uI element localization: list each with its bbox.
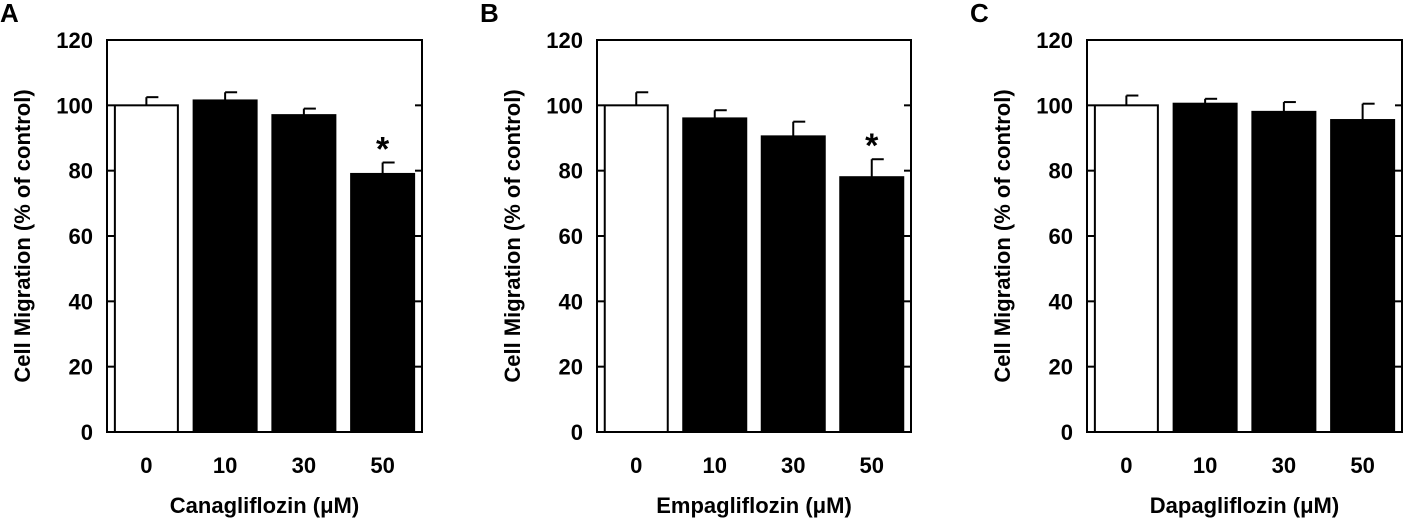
y-tick-label: 40 [1049, 289, 1073, 314]
x-tick-label: 0 [140, 453, 152, 478]
bar [271, 114, 337, 433]
x-tick-label: 30 [781, 453, 805, 478]
bar [682, 117, 748, 434]
y-tick-label: 100 [546, 93, 583, 118]
bar [760, 135, 826, 433]
plot-frame [596, 39, 912, 433]
bar [1330, 119, 1396, 434]
y-tick-label: 20 [1049, 355, 1073, 380]
significance-mark: * [865, 127, 879, 165]
x-tick-label: 50 [1350, 453, 1374, 478]
y-tick-label: 40 [69, 289, 93, 314]
x-tick-label: 50 [860, 453, 884, 478]
y-tick-label: 120 [546, 28, 583, 53]
bar [1172, 102, 1238, 433]
y-axis-label: Cell Migration (% of control) [500, 89, 525, 382]
x-tick-label: 10 [1193, 453, 1217, 478]
panel-letter: B [480, 0, 499, 28]
y-tick-label: 20 [559, 355, 583, 380]
y-tick-label: 80 [69, 159, 93, 184]
panel-letter: C [970, 0, 989, 28]
y-axis-label: Cell Migration (% of control) [10, 89, 35, 382]
x-tick-label: 10 [703, 453, 727, 478]
bar [603, 104, 669, 433]
x-tick-label: 50 [370, 453, 394, 478]
bar [113, 104, 179, 433]
significance-mark: * [376, 131, 390, 169]
y-axis-label: Cell Migration (% of control) [990, 89, 1015, 382]
y-tick-label: 100 [56, 93, 93, 118]
panel-letter: A [0, 0, 19, 28]
x-tick-label: 0 [1120, 453, 1132, 478]
bar [350, 172, 416, 434]
bar [839, 176, 905, 433]
bar [1251, 110, 1317, 433]
y-tick-label: 120 [1036, 28, 1073, 53]
x-axis-label: Dapagliflozin (μM) [1150, 493, 1339, 518]
x-tick-label: 10 [213, 453, 237, 478]
y-tick-label: 60 [1049, 224, 1073, 249]
y-tick-label: 100 [1036, 93, 1073, 118]
x-axis-label: Canagliflozin (μM) [170, 493, 359, 518]
plot-frame [1086, 39, 1403, 433]
y-tick-label: 0 [1061, 420, 1073, 445]
y-tick-label: 60 [559, 224, 583, 249]
y-tick-label: 60 [69, 224, 93, 249]
y-tick-label: 80 [1049, 159, 1073, 184]
y-tick-label: 20 [69, 355, 93, 380]
y-tick-label: 40 [559, 289, 583, 314]
y-tick-label: 120 [56, 28, 93, 53]
bar [1093, 104, 1159, 433]
y-tick-label: 0 [571, 420, 583, 445]
plot-frame [106, 39, 423, 433]
y-tick-label: 0 [81, 420, 93, 445]
x-axis-label: Empagliflozin (μM) [656, 493, 852, 518]
x-tick-label: 0 [630, 453, 642, 478]
x-tick-label: 30 [1272, 453, 1296, 478]
bar [192, 99, 258, 434]
x-tick-label: 30 [292, 453, 316, 478]
y-tick-label: 80 [559, 159, 583, 184]
